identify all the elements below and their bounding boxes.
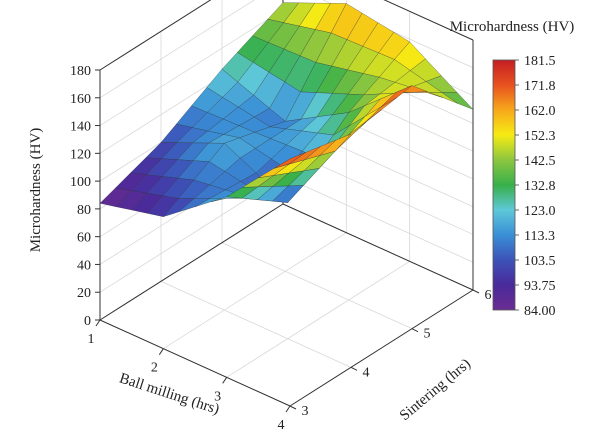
- x-tick-label: 1: [88, 332, 95, 347]
- colorbar-tick-label: 181.5: [524, 54, 556, 69]
- z-tick-label: 100: [70, 175, 91, 190]
- colorbar: Microhardness (HV) 181.5 171.8 162.0 152.3 1…: [450, 19, 575, 319]
- y-tick-label: 3: [302, 404, 309, 419]
- axes: 0 20 40 60 80 100 120 140 160 180 1 2 3 4 3 4 5 6: [70, 64, 492, 433]
- z-tick-label: 20: [77, 286, 91, 301]
- x-tick-label: 2: [151, 361, 158, 376]
- colorbar-tick-label: 123.0: [524, 204, 556, 219]
- colorbar-tick-label: 162.0: [524, 104, 556, 119]
- colorbar-title: Microhardness (HV): [450, 19, 575, 35]
- surface-cell: [441, 92, 474, 110]
- z-tick-label: 120: [70, 147, 91, 162]
- colorbar-tick-label: 113.3: [524, 229, 555, 244]
- y-tick-label: 6: [485, 288, 492, 303]
- y-tick-label: 4: [363, 365, 370, 380]
- z-axis-label: Microhardness (HV): [28, 128, 44, 253]
- x-axis-label: Ball milling (hrs): [117, 370, 221, 417]
- x-tick-label: 4: [278, 418, 285, 433]
- y-tick-label: 5: [424, 327, 431, 342]
- z-tick-label: 160: [70, 92, 91, 107]
- colorbar-gradient: [492, 59, 516, 311]
- colorbar-tick-label: 103.5: [524, 254, 556, 269]
- colorbar-tick-label: 171.8: [524, 79, 556, 94]
- colorbar-tick-label: 93.75: [524, 279, 556, 294]
- colorbar-tick-label: 84.00: [524, 304, 556, 319]
- colorbar-tick-label: 132.8: [524, 179, 556, 194]
- surface-cell: [274, 152, 306, 169]
- z-tick-label: 80: [77, 203, 91, 218]
- z-tick-label: 180: [70, 64, 91, 79]
- y-axis-label: Sintering (hrs): [397, 356, 474, 424]
- z-tick-label: 140: [70, 120, 91, 135]
- z-tick-label: 0: [84, 314, 91, 329]
- surface-mesh: [99, 2, 474, 218]
- colorbar-tick-label: 142.5: [524, 154, 556, 169]
- x-tick-label: 3: [214, 389, 221, 404]
- z-tick-label: 40: [77, 258, 91, 273]
- colorbar-tick-label: 152.3: [524, 129, 556, 144]
- z-tick-label: 60: [77, 231, 91, 246]
